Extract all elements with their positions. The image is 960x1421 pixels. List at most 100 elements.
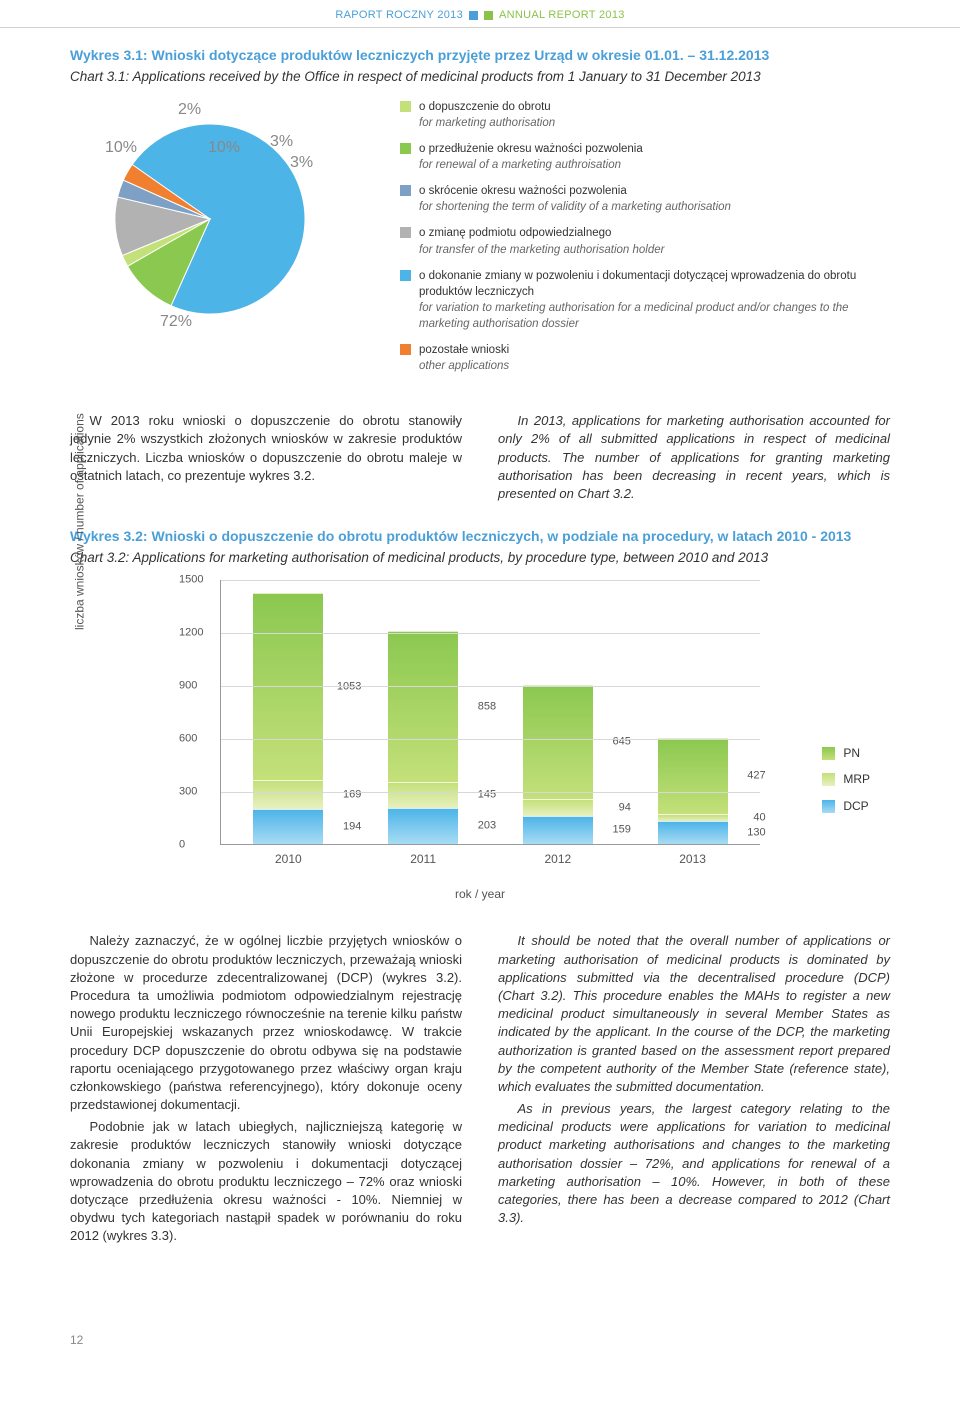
bar-legend-item: MRP — [822, 771, 870, 788]
bar-chart: liczba wniosków / number of applications… — [180, 580, 870, 880]
bar-group: 2031458582011 — [385, 580, 460, 844]
bar-stack: 203145858 — [388, 631, 458, 844]
legend-item: o dopuszczenie do obrotufor marketing au… — [400, 99, 890, 131]
bar-legend-swatch — [822, 747, 835, 760]
para1-columns: W 2013 roku wnioski o dopuszczenie do ob… — [70, 412, 890, 503]
legend-text-en: for shortening the term of validity of a… — [419, 199, 731, 215]
grid-line — [221, 580, 760, 581]
legend-text-pl: o skrócenie okresu ważności pozwolenia — [419, 183, 731, 199]
bar-legend-item: DCP — [822, 798, 870, 815]
bar-legend-item: PN — [822, 745, 870, 762]
pie-chart: 72% 10% 2% 10% 3%3% — [70, 99, 350, 339]
legend-item: pozostałe wnioskiother applications — [400, 342, 890, 374]
legend-text-en: for renewal of a marketing authroisation — [419, 157, 643, 173]
bar-value-label: 194 — [343, 819, 361, 834]
chart1-title-block: Wykres 3.1: Wnioski dotyczące produktów … — [70, 46, 890, 86]
pie-slice-label: 3% — [270, 131, 293, 153]
header-pl: RAPORT ROCZNY 2013 — [335, 8, 463, 23]
bar-legend: PN MRP DCP — [822, 745, 870, 825]
x-tick-label: 2010 — [275, 851, 302, 868]
bar-segment-dcp: 130 — [658, 821, 728, 844]
legend-swatch — [400, 143, 411, 154]
bar-value-label: 1053 — [337, 679, 361, 694]
bar-plot: 1941691053201020314585820111599464520121… — [220, 580, 760, 845]
chart2-title-block: Wykres 3.2: Wnioski o dopuszczenie do ob… — [70, 527, 890, 567]
header-en: ANNUAL REPORT 2013 — [499, 8, 625, 23]
para1-pl: W 2013 roku wnioski o dopuszczenie do ob… — [70, 412, 462, 503]
bar-group: 130404272013 — [655, 580, 730, 844]
legend-text-en: for transfer of the marketing authorisat… — [419, 242, 664, 258]
bar-segment-pn: 645 — [523, 685, 593, 799]
y-tick-label: 1200 — [179, 625, 203, 640]
legend-item: o przedłużenie okresu ważności pozwoleni… — [400, 141, 890, 173]
chart1-title-pl: Wykres 3.1: Wnioski dotyczące produktów … — [70, 46, 890, 66]
chart1-region: 72% 10% 2% 10% 3%3% o dopuszczenie do obrotu… — [70, 99, 890, 384]
bar-legend-swatch — [822, 800, 835, 813]
para2-columns: Należy zaznaczyć, że w ogólnej liczbie p… — [70, 932, 890, 1245]
pie-slice-label: 10% — [208, 137, 240, 159]
pie-legend: o dopuszczenie do obrotufor marketing au… — [400, 99, 890, 384]
chart2-title-en: Chart 3.2: Applications for marketing au… — [70, 549, 890, 568]
y-tick-label: 0 — [179, 837, 185, 852]
legend-swatch — [400, 227, 411, 238]
chart1-title-en: Chart 3.1: Applications received by the … — [70, 68, 890, 87]
legend-swatch — [400, 101, 411, 112]
bar-stack: 1941691053 — [253, 593, 323, 843]
bars-container: 1941691053201020314585820111599464520121… — [221, 580, 760, 844]
bar-segment-pn: 427 — [658, 738, 728, 813]
bar-value-label: 427 — [747, 769, 765, 784]
header-square-blue — [469, 11, 478, 20]
bar-segment-dcp: 194 — [253, 809, 323, 843]
bar-value-label: 94 — [619, 800, 631, 815]
bar-value-label: 130 — [747, 825, 765, 840]
bar-stack: 15994645 — [523, 685, 593, 844]
legend-text-en: other applications — [419, 358, 509, 374]
legend-text-en: for marketing authorisation — [419, 115, 555, 131]
bar-segment-dcp: 159 — [523, 816, 593, 844]
bar-group: 159946452012 — [520, 580, 595, 844]
legend-swatch — [400, 344, 411, 355]
page-number: 12 — [0, 1310, 960, 1369]
bar-legend-label: DCP — [843, 798, 868, 815]
para2-en: It should be noted that the overall numb… — [498, 932, 890, 1245]
legend-swatch — [400, 185, 411, 196]
legend-text-pl: o przedłużenie okresu ważności pozwoleni… — [419, 141, 643, 157]
bar-legend-swatch — [822, 773, 835, 786]
bar-segment-pn: 858 — [388, 631, 458, 783]
header-square-green — [484, 11, 493, 20]
legend-item: o zmianę podmiotu odpowiedzialnegofor tr… — [400, 225, 890, 257]
bar-value-label: 169 — [343, 787, 361, 802]
x-axis-title: rok / year — [70, 886, 890, 903]
grid-line — [221, 739, 760, 740]
grid-line — [221, 633, 760, 634]
pie-slice-label: 2% — [178, 99, 201, 121]
legend-item: o dokonanie zmiany w pozwoleniu i dokume… — [400, 268, 890, 332]
pie-slice-label: 72% — [160, 311, 192, 333]
grid-line — [221, 792, 760, 793]
bar-segment-mrp: 40 — [658, 814, 728, 821]
bar-value-label: 858 — [478, 699, 496, 714]
pie-slice-label: 10% — [105, 137, 137, 159]
bar-segment-mrp: 145 — [388, 782, 458, 808]
y-tick-label: 300 — [179, 784, 197, 799]
legend-text-pl: o dokonanie zmiany w pozwoleniu i dokume… — [419, 268, 890, 300]
x-tick-label: 2011 — [410, 851, 436, 868]
legend-text-pl: pozostałe wnioski — [419, 342, 509, 358]
y-axis-label: liczba wniosków / number of applications — [72, 413, 89, 630]
bar-segment-mrp: 169 — [253, 780, 323, 810]
bar-value-label: 645 — [613, 735, 631, 750]
bar-value-label: 159 — [613, 822, 631, 837]
page-header: RAPORT ROCZNY 2013 ANNUAL REPORT 2013 — [0, 0, 960, 28]
y-tick-label: 1500 — [179, 572, 203, 587]
legend-swatch — [400, 270, 411, 281]
chart2-region: liczba wniosków / number of applications… — [70, 580, 890, 903]
chart2-title-pl: Wykres 3.2: Wnioski o dopuszczenie do ob… — [70, 527, 890, 547]
legend-item: o skrócenie okresu ważności pozwoleniafo… — [400, 183, 890, 215]
pie-slice-label: 3% — [290, 152, 313, 174]
bar-value-label: 145 — [478, 788, 496, 803]
bar-segment-mrp: 94 — [523, 799, 593, 816]
y-tick-label: 900 — [179, 678, 197, 693]
bar-segment-dcp: 203 — [388, 808, 458, 844]
y-tick-label: 600 — [179, 731, 197, 746]
bar-value-label: 203 — [478, 818, 496, 833]
